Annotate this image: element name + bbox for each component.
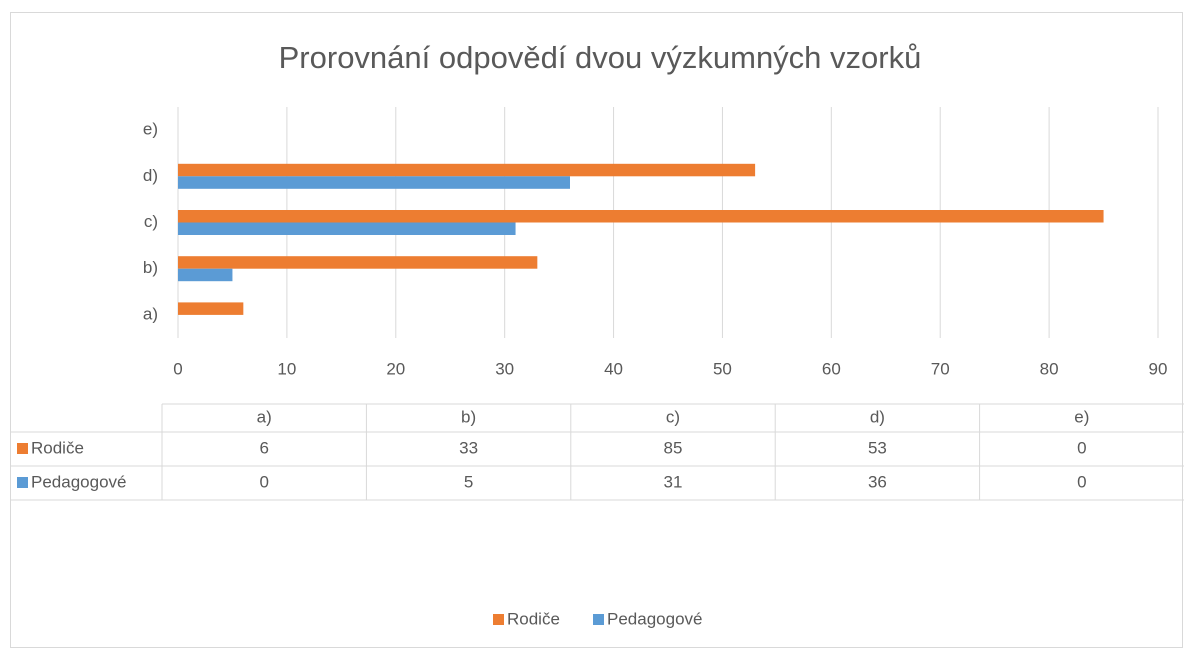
table-header: d): [870, 407, 885, 426]
bar: [178, 268, 233, 282]
y-tick-label: b): [143, 258, 158, 277]
x-tick-label: 80: [1040, 359, 1059, 378]
x-tick-label: 50: [713, 359, 732, 378]
y-tick-label: e): [143, 120, 158, 139]
table-cell: 0: [1077, 438, 1086, 457]
bar: [178, 176, 570, 189]
table-cell: 53: [868, 438, 887, 457]
x-tick-label: 60: [822, 359, 841, 378]
table-cell: 6: [259, 438, 268, 457]
table-row-label: Pedagogové: [31, 472, 126, 491]
table-header: e): [1074, 407, 1089, 426]
x-tick-label: 10: [277, 359, 296, 378]
bar: [178, 302, 244, 315]
table-legend-key: [17, 443, 28, 454]
chart-border: [10, 12, 1183, 648]
chart-title: Prorovnání odpovědí dvou výzkumných vzor…: [279, 40, 922, 75]
table-cell: 0: [259, 472, 268, 491]
table-cell: 31: [664, 472, 683, 491]
table-header: c): [666, 407, 680, 426]
x-tick-label: 90: [1149, 359, 1168, 378]
table-row-label: Rodiče: [31, 438, 84, 457]
table-header: b): [461, 407, 476, 426]
bar: [178, 210, 1104, 223]
table-header: a): [257, 407, 272, 426]
legend-key: [493, 614, 504, 625]
table-cell: 36: [868, 472, 887, 491]
bar: [178, 256, 538, 269]
table-legend-key: [17, 477, 28, 488]
x-tick-label: 40: [604, 359, 623, 378]
x-tick-label: 30: [495, 359, 514, 378]
x-tick-label: 70: [931, 359, 950, 378]
legend-label: Rodiče: [507, 609, 560, 628]
y-tick-label: d): [143, 166, 158, 185]
table-cell: 0: [1077, 472, 1086, 491]
table-cell: 85: [664, 438, 683, 457]
legend-key: [593, 614, 604, 625]
x-tick-label: 20: [386, 359, 405, 378]
bar: [178, 222, 516, 235]
y-tick-label: a): [143, 304, 158, 323]
legend-label: Pedagogové: [607, 609, 702, 628]
table-cell: 5: [464, 472, 473, 491]
table-cell: 33: [459, 438, 478, 457]
x-tick-label: 0: [173, 359, 182, 378]
y-tick-label: c): [144, 212, 158, 231]
bar: [178, 163, 756, 177]
